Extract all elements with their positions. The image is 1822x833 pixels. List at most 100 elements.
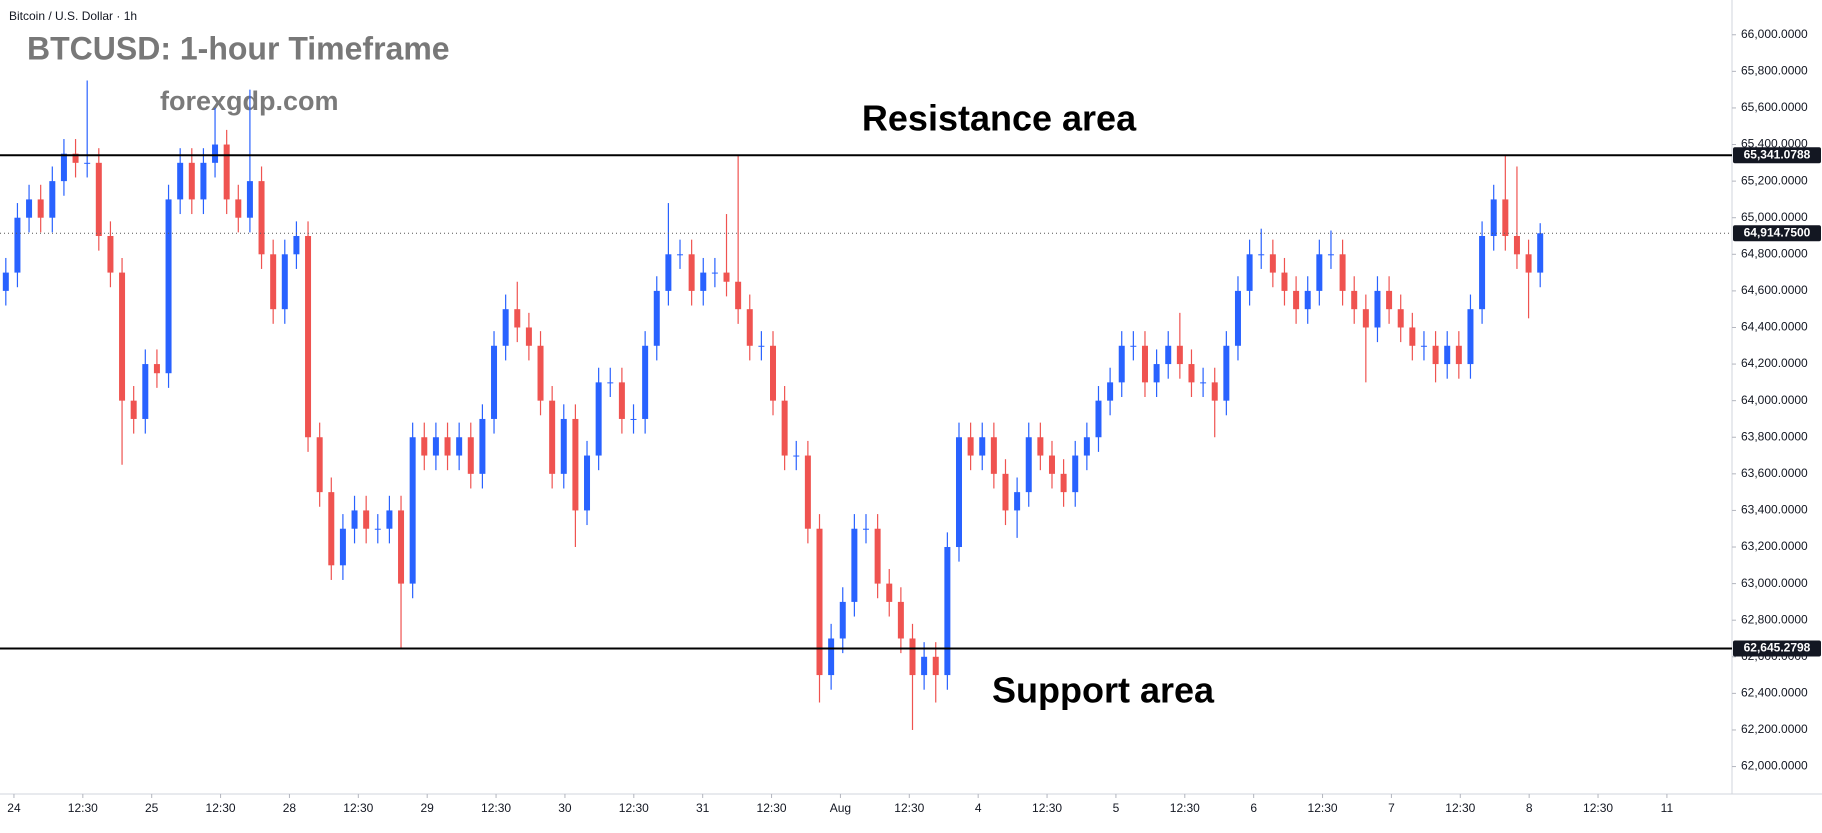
y-tick-label: 63,000.0000 bbox=[1741, 576, 1808, 590]
candle-body bbox=[990, 437, 997, 474]
candle-body bbox=[1165, 345, 1172, 365]
candle-body bbox=[1502, 199, 1509, 237]
candle-body bbox=[1037, 437, 1044, 456]
candle-body bbox=[1490, 199, 1497, 237]
candle-body bbox=[1223, 345, 1230, 401]
candle-body bbox=[723, 272, 730, 282]
candle-body bbox=[1269, 254, 1276, 273]
y-tick-label: 63,200.0000 bbox=[1741, 539, 1808, 553]
candle-body bbox=[746, 309, 753, 346]
y-tick-label: 62,400.0000 bbox=[1741, 686, 1808, 700]
candle-body bbox=[735, 281, 742, 310]
candle-body bbox=[1351, 290, 1358, 310]
candle-body bbox=[1060, 473, 1067, 493]
x-tick-label: 5 bbox=[1113, 801, 1120, 815]
candle-body bbox=[1455, 345, 1462, 365]
candle-body bbox=[270, 254, 277, 310]
candle-body bbox=[432, 437, 439, 456]
candle-body bbox=[1234, 290, 1241, 346]
candle-body bbox=[374, 528, 381, 530]
candle-body bbox=[1479, 236, 1486, 310]
candle-body bbox=[711, 272, 718, 274]
candle-body bbox=[153, 364, 160, 374]
candle-body bbox=[165, 199, 172, 374]
x-tick-label: 4 bbox=[975, 801, 982, 815]
y-tick-label: 65,800.0000 bbox=[1741, 64, 1808, 78]
candle-body bbox=[339, 528, 346, 566]
candle-body bbox=[37, 199, 44, 218]
candle-body bbox=[281, 254, 288, 310]
candle-body bbox=[235, 199, 242, 218]
candle-body bbox=[1107, 382, 1114, 401]
candle-body bbox=[60, 153, 67, 182]
candle-body bbox=[305, 236, 312, 438]
candle-body bbox=[758, 345, 765, 347]
price-tag bbox=[1733, 225, 1821, 242]
candle-body bbox=[514, 309, 521, 328]
candle-body bbox=[95, 162, 102, 237]
candle-body bbox=[955, 437, 962, 548]
candle-body bbox=[525, 327, 532, 346]
candle-body bbox=[688, 254, 695, 291]
candle-body bbox=[212, 144, 219, 163]
candle-body bbox=[572, 418, 579, 511]
candle-body bbox=[537, 345, 544, 401]
candle-body bbox=[49, 181, 56, 218]
x-tick-label: 12:30 bbox=[68, 801, 98, 815]
candle-body bbox=[967, 437, 974, 456]
x-tick-label: Aug bbox=[830, 801, 851, 815]
x-tick-label: 12:30 bbox=[206, 801, 236, 815]
candle-body bbox=[828, 638, 835, 676]
candle-body bbox=[2, 272, 9, 291]
candle-body bbox=[316, 437, 323, 493]
x-tick-label: 28 bbox=[283, 801, 297, 815]
y-tick-label: 63,600.0000 bbox=[1741, 466, 1808, 480]
y-tick-label: 63,800.0000 bbox=[1741, 429, 1808, 443]
candle-body bbox=[409, 437, 416, 584]
x-tick-label: 12:30 bbox=[343, 801, 373, 815]
x-tick-label: 12:30 bbox=[1583, 801, 1613, 815]
price-tag bbox=[1733, 640, 1821, 657]
candle-body bbox=[1200, 382, 1207, 384]
candle-body bbox=[1258, 254, 1265, 256]
candle-body bbox=[1141, 345, 1148, 383]
candle-body bbox=[1304, 290, 1311, 310]
candle-body bbox=[1176, 345, 1183, 365]
candle-body bbox=[932, 656, 939, 676]
x-tick-label: 11 bbox=[1661, 801, 1674, 815]
candle-body bbox=[618, 382, 625, 419]
candle-body bbox=[491, 345, 498, 419]
candle-body bbox=[770, 345, 777, 401]
x-tick-label: 24 bbox=[7, 801, 21, 815]
candle-body bbox=[14, 217, 21, 273]
y-tick-label: 64,600.0000 bbox=[1741, 283, 1808, 297]
symbol-label: Bitcoin / U.S. Dollar · 1h bbox=[9, 9, 137, 23]
y-tick-label: 63,400.0000 bbox=[1741, 503, 1808, 517]
candle-body bbox=[874, 528, 881, 584]
candle-body bbox=[130, 400, 137, 419]
x-tick-label: 12:30 bbox=[481, 801, 511, 815]
support-annotation: Support area bbox=[992, 670, 1215, 711]
candle-body bbox=[1420, 345, 1427, 347]
resistance-annotation: Resistance area bbox=[862, 98, 1137, 139]
x-tick-label: 31 bbox=[696, 801, 710, 815]
candle-body bbox=[1397, 309, 1404, 328]
candle-body bbox=[816, 528, 823, 676]
y-tick-label: 65,000.0000 bbox=[1741, 210, 1808, 224]
price-tag-label: 65,341.0788 bbox=[1744, 147, 1811, 161]
candle-body bbox=[1467, 309, 1474, 365]
x-tick-label: 12:30 bbox=[619, 801, 649, 815]
y-tick-label: 65,200.0000 bbox=[1741, 173, 1808, 187]
candle-body bbox=[456, 437, 463, 456]
y-tick-label: 65,600.0000 bbox=[1741, 100, 1808, 114]
x-tick-label: 8 bbox=[1526, 801, 1533, 815]
candle-body bbox=[630, 418, 637, 420]
watermark: forexgdp.com bbox=[160, 86, 339, 116]
candle-body bbox=[1409, 327, 1416, 346]
candle-body bbox=[1072, 455, 1079, 493]
candle-body bbox=[1362, 309, 1369, 328]
candle-body bbox=[351, 510, 358, 529]
candle-body bbox=[1014, 492, 1021, 511]
